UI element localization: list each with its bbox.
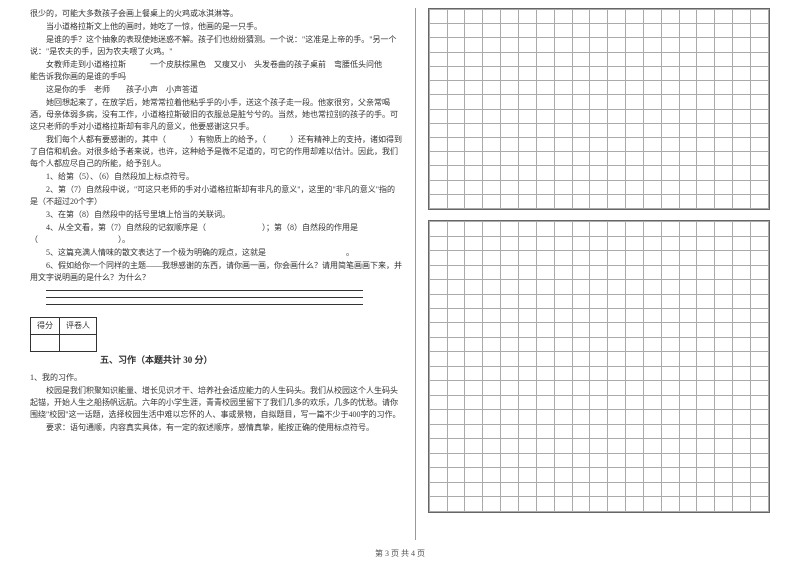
passage-p7: 我们每个人都有要感谢的，其中（ ）有物质上的给予，（ ）还有精神上的支持，诸如得… bbox=[30, 134, 403, 170]
score-cell-score bbox=[31, 335, 60, 352]
passage-p1: 很少的，可能大多数孩子会画上餐桌上的火鸡或冰淇淋等。 bbox=[30, 8, 403, 20]
right-column bbox=[415, 8, 770, 540]
answer-line-2 bbox=[46, 297, 363, 298]
essay-body-2: 要求：语句通顺，内容真实具体，有一定的叙述顺序，感情真挚，能按正确的使用标点符号… bbox=[30, 422, 403, 434]
question-1: 1、给第（5）、（6）自然段加上标点符号。 bbox=[30, 171, 403, 183]
essay-body-1: 校园是我们积聚知识能量、增长见识才干、培养社会适应能力的人生码头。我们从校园这个… bbox=[30, 385, 403, 421]
question-6: 6、假如给你一个同样的主题——我想感谢的东西，请你画一画，你会画什么？请用简笔画… bbox=[30, 260, 403, 284]
section-5-title: 五、习作（本题共计 30 分） bbox=[100, 354, 403, 368]
question-4: 4、从全文看，第（7）自然段的记叙顺序是（ ）；第（8）自然段的作用是（ ）。 bbox=[30, 222, 403, 246]
answer-line-1 bbox=[46, 290, 363, 291]
score-header-score: 得分 bbox=[31, 318, 60, 335]
essay-heading: 1、我的习作。 bbox=[30, 372, 403, 384]
question-2: 2、第（7）自然段中说，"可这只老师的手对小道格拉斯却有非凡的意义"，这里的"非… bbox=[30, 184, 403, 208]
writing-grid-upper bbox=[428, 8, 770, 210]
writing-grid-lower bbox=[428, 220, 770, 513]
page-footer: 第 3 页 共 4 页 bbox=[0, 548, 800, 559]
answer-line-3 bbox=[46, 304, 363, 305]
passage-p4: 女教师走到小道格拉斯 一个皮肤棕黑色 又痩又小 头发卷曲的孩子桌前 弯腰低头问他… bbox=[30, 59, 403, 83]
score-table: 得分 评卷人 bbox=[30, 317, 97, 352]
passage-p5: 这是你的手 老师 孩子小声 小声答道 bbox=[30, 84, 403, 96]
left-column: 很少的，可能大多数孩子会画上餐桌上的火鸡或冰淇淋等。 当小道格拉斯文上他的画时，… bbox=[30, 8, 415, 540]
passage-p6: 她回想起来了，在放学后，她常常拉着他粘乎乎的小手，送这个孩子走一段。他家很穷，父… bbox=[30, 97, 403, 133]
score-header-grader: 评卷人 bbox=[60, 318, 97, 335]
score-cell-grader bbox=[60, 335, 97, 352]
passage-p2: 当小道格拉斯文上他的画时，她吃了一惊，他画的是一只手。 bbox=[30, 21, 403, 33]
passage-p3: 是谁的手？这个抽象的表现使她迷惑不解。孩子们也纷纷猜测。一个说："这准是上帝的手… bbox=[30, 34, 403, 58]
page-container: 很少的，可能大多数孩子会画上餐桌上的火鸡或冰淇淋等。 当小道格拉斯文上他的画时，… bbox=[0, 0, 800, 540]
question-3: 3、在第（8）自然段中的括号里填上恰当的关联词。 bbox=[30, 209, 403, 221]
question-5: 5、这篇充满人情味的散文表达了一个极为明确的观点，这就是 。 bbox=[30, 247, 403, 259]
